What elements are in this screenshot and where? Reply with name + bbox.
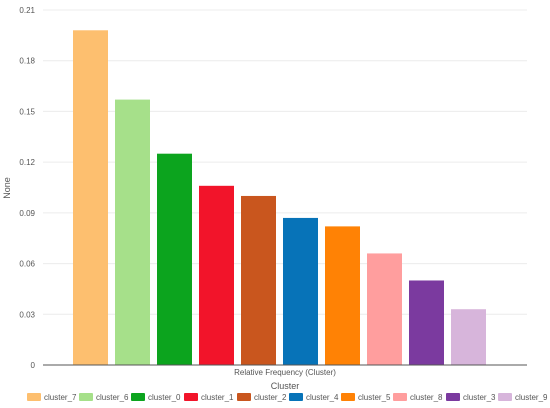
legend-label[interactable]: cluster_9 (515, 393, 548, 402)
legend-label[interactable]: cluster_1 (201, 393, 234, 402)
bar-cluster_9[interactable] (451, 309, 486, 365)
y-tick-label: 0.21 (19, 6, 35, 15)
bar-cluster_0[interactable] (157, 153, 192, 365)
legend-label[interactable]: cluster_7 (44, 393, 77, 402)
y-tick-label: 0.12 (19, 158, 35, 167)
legend-label[interactable]: cluster_0 (148, 393, 181, 402)
legend-swatch[interactable] (27, 393, 41, 401)
legend-swatch[interactable] (341, 393, 355, 401)
bar-cluster_6[interactable] (115, 99, 150, 365)
bar-cluster_4[interactable] (283, 217, 318, 365)
legend-swatch[interactable] (446, 393, 460, 401)
legend-label[interactable]: cluster_2 (254, 393, 287, 402)
legend-label[interactable]: cluster_4 (306, 393, 339, 402)
bar-cluster_8[interactable] (367, 253, 402, 365)
bars (73, 30, 486, 366)
legend-label[interactable]: cluster_8 (410, 393, 443, 402)
legend: cluster_7 cluster_6 cluster_0 cluster_1 clus… (27, 393, 548, 402)
y-axis-title: None (2, 177, 12, 199)
y-axis-ticks: 0 0.03 0.06 0.09 0.12 0.15 0.18 0.21 (19, 6, 35, 370)
legend-swatch[interactable] (79, 393, 93, 401)
legend-label[interactable]: cluster_5 (358, 393, 391, 402)
y-tick-label: 0.03 (19, 310, 35, 319)
y-tick-label: 0.06 (19, 260, 35, 269)
x-axis-category-label: Relative Frequency (Cluster) (234, 368, 336, 377)
bar-cluster_5[interactable] (325, 226, 360, 365)
y-tick-label: 0.18 (19, 57, 35, 66)
legend-label[interactable]: cluster_3 (463, 393, 496, 402)
bar-cluster_3[interactable] (409, 280, 444, 365)
bar-cluster_2[interactable] (241, 195, 276, 365)
x-axis-title: Cluster (271, 381, 300, 391)
legend-swatch[interactable] (289, 393, 303, 401)
legend-swatch[interactable] (184, 393, 198, 401)
y-tick-label: 0 (31, 361, 36, 370)
legend-label[interactable]: cluster_6 (96, 393, 129, 402)
y-tick-label: 0.09 (19, 209, 35, 218)
legend-swatch[interactable] (393, 393, 407, 401)
legend-swatch[interactable] (498, 393, 512, 401)
legend-swatch[interactable] (237, 393, 251, 401)
legend-swatch[interactable] (131, 393, 145, 401)
y-tick-label: 0.15 (19, 107, 35, 116)
bar-cluster_7[interactable] (73, 30, 108, 366)
bar-cluster_1[interactable] (199, 185, 234, 365)
